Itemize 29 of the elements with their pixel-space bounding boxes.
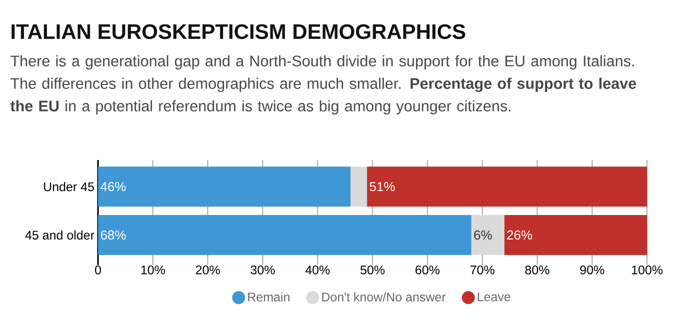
- x-tick-label: 20%: [196, 266, 220, 274]
- x-tick-label: 80%: [525, 266, 550, 274]
- chart-title: ITALIAN EUROSKEPTICISM DEMOGRAPHICS: [12, 24, 466, 40]
- legend-label: Don't know/No answer: [322, 292, 446, 302]
- x-tick-label: 60%: [416, 266, 440, 274]
- x-tick-label: 90%: [580, 266, 604, 274]
- data-label: 68%: [100, 230, 126, 240]
- x-tick-label: 0: [95, 266, 101, 274]
- bar: [98, 166, 351, 207]
- x-tick-label: 100%: [632, 266, 663, 274]
- data-label: 6%: [474, 230, 492, 240]
- bar: [504, 215, 648, 255]
- bar: [350, 166, 368, 207]
- x-tick-label: 50%: [360, 266, 385, 274]
- bar: [98, 215, 472, 255]
- bar: [367, 166, 648, 207]
- x-tick-label: 70%: [470, 266, 494, 274]
- y-tick-label: Under 45: [44, 182, 94, 192]
- y-tick-label: 45 and older: [25, 230, 94, 240]
- legend-label: Remain: [248, 292, 290, 302]
- data-label: 51%: [370, 182, 395, 192]
- text: There is a generational gap and a North-South divide in support for the EU among Italians. The differences in other demographics are much smaller. Percentage of support to leave the EU in a potential referendum is twice as big among younger citizens.: [10, 55, 636, 114]
- data-label: 26%: [507, 230, 532, 240]
- legend-label: Leave: [478, 292, 510, 302]
- bar: [471, 215, 504, 255]
- x-tick-label: 40%: [305, 266, 330, 274]
- data-label: 46%: [100, 182, 126, 192]
- x-tick-label: 30%: [250, 266, 275, 274]
- x-tick-label: 10%: [141, 266, 165, 274]
